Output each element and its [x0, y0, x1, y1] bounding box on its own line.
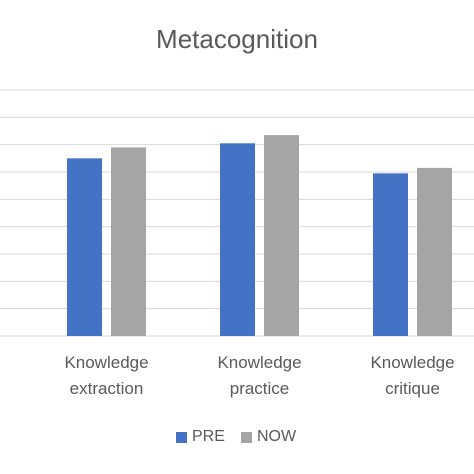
bar — [264, 135, 299, 336]
bar — [417, 167, 452, 336]
chart-title: Metacognition — [156, 24, 318, 54]
bar — [67, 158, 102, 336]
bar — [373, 173, 408, 336]
x-tick-label: Knowledge practice — [217, 353, 302, 398]
x-tick-label: Knowledge critique — [370, 353, 455, 398]
legend-swatch — [176, 432, 187, 443]
legend-label: PRE — [192, 428, 225, 445]
x-tick-label: Knowledge extraction — [64, 353, 149, 398]
legend-swatch — [241, 432, 252, 443]
bar — [220, 143, 255, 336]
legend-label: NOW — [257, 428, 297, 445]
bar — [111, 147, 146, 336]
